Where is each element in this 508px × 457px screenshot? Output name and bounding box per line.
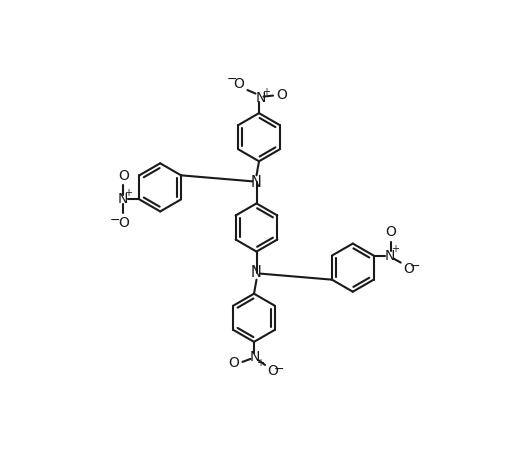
Text: +: + — [257, 358, 265, 368]
Text: O: O — [228, 356, 239, 370]
Text: −: − — [110, 214, 120, 227]
Text: N: N — [251, 265, 262, 280]
Text: O: O — [385, 225, 396, 239]
Text: N: N — [250, 350, 260, 364]
Text: +: + — [391, 244, 399, 254]
Text: O: O — [267, 364, 278, 378]
Text: O: O — [118, 169, 129, 183]
Text: N: N — [251, 175, 262, 190]
Text: +: + — [124, 188, 132, 198]
Text: N: N — [256, 91, 266, 105]
Text: N: N — [385, 249, 395, 263]
Text: O: O — [277, 88, 288, 101]
Text: +: + — [262, 87, 270, 97]
Text: O: O — [403, 261, 414, 276]
Text: N: N — [118, 192, 129, 207]
Text: O: O — [118, 216, 129, 230]
Text: −: − — [409, 260, 420, 273]
Text: −: − — [227, 73, 237, 86]
Text: −: − — [274, 362, 284, 376]
Text: O: O — [233, 77, 244, 91]
